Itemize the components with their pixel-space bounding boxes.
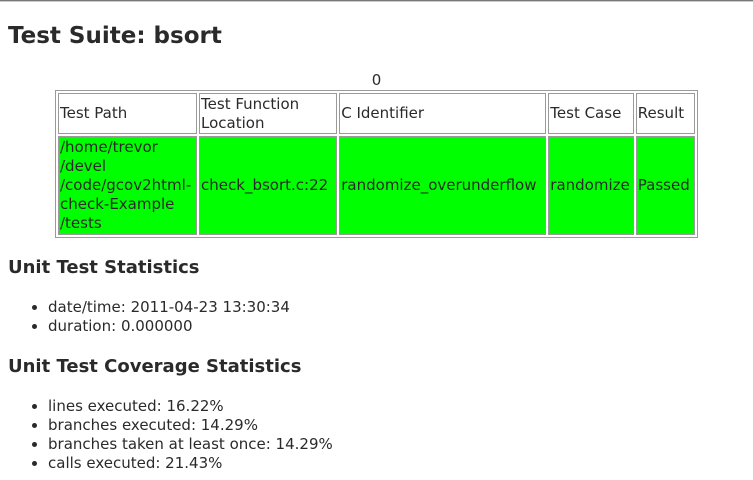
list-item: calls executed: 21.43% — [48, 454, 333, 473]
cell-function-location: check_bsort.c:22 — [199, 136, 338, 235]
results-table: Test Path Test Function Location C Ident… — [55, 90, 698, 238]
header-test-path: Test Path — [58, 93, 198, 134]
suite-title: Test Suite: bsort — [8, 23, 222, 49]
list-item: branches executed: 14.29% — [48, 416, 333, 435]
top-horizontal-rule — [0, 0, 753, 2]
header-c-identifier: C Identifier — [339, 93, 547, 134]
list-item: branches taken at least once: 14.29% — [48, 435, 333, 454]
list-item: lines executed: 16.22% — [48, 397, 333, 416]
table-caption: 0 — [371, 71, 382, 89]
cell-test-path: /home/trevor /devel /code/gcov2html-chec… — [58, 136, 198, 235]
cell-result: Passed — [635, 136, 695, 235]
cell-test-case: randomize — [548, 136, 634, 235]
table-row: /home/trevor /devel /code/gcov2html-chec… — [58, 136, 695, 235]
coverage-stats-list: lines executed: 16.22% branches executed… — [8, 397, 333, 473]
table-header-row: Test Path Test Function Location C Ident… — [58, 93, 695, 134]
header-result: Result — [635, 93, 695, 134]
unit-stats-heading: Unit Test Statistics — [8, 257, 200, 278]
unit-stats-list: date/time: 2011-04-23 13:30:34 duration:… — [8, 298, 290, 336]
list-item: date/time: 2011-04-23 13:30:34 — [48, 298, 290, 317]
header-function-location: Test Function Location — [199, 93, 338, 134]
cell-c-identifier: randomize_overunderflow — [339, 136, 547, 235]
list-item: duration: 0.000000 — [48, 317, 290, 336]
coverage-stats-heading: Unit Test Coverage Statistics — [8, 356, 302, 377]
header-test-case: Test Case — [548, 93, 634, 134]
